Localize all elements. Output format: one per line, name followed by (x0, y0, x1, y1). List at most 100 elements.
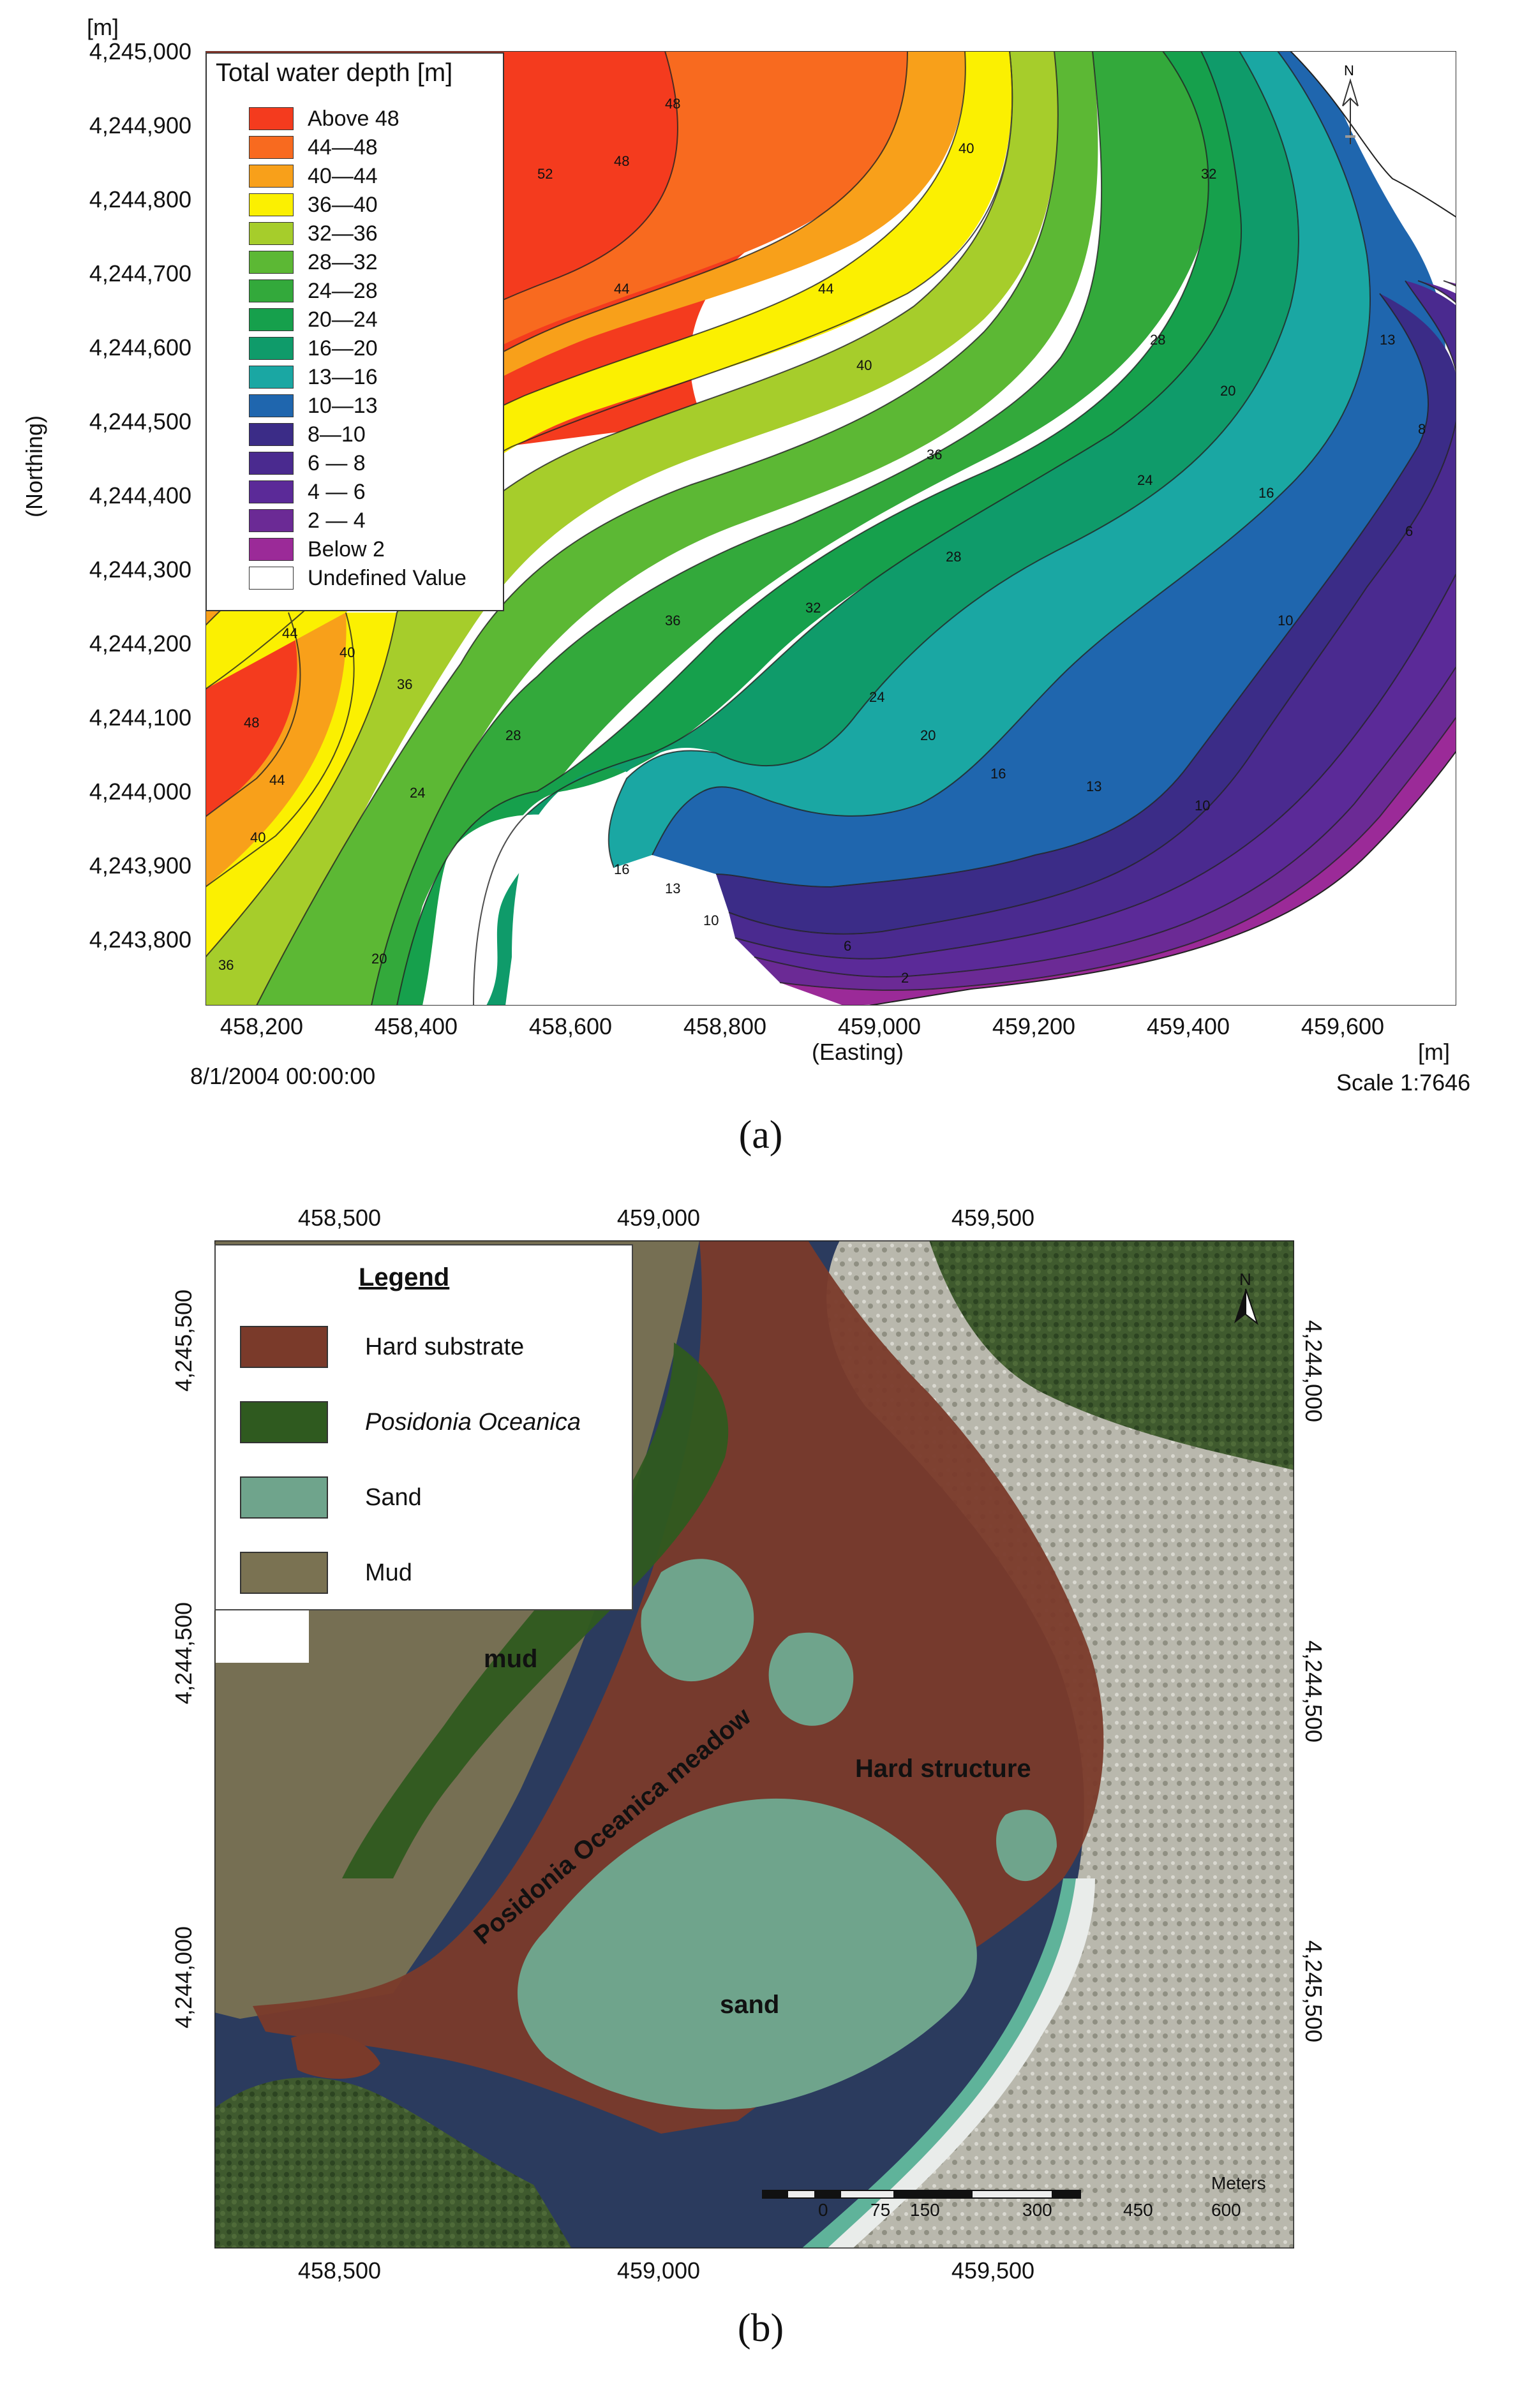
north-arrow-icon: N (1227, 1270, 1265, 1327)
contour-label: 6 (1405, 523, 1413, 539)
contour-label: 40 (856, 357, 872, 373)
scale-bar (762, 2190, 1081, 2199)
contour-label: 32 (1201, 166, 1216, 182)
legend-label: 6 — 8 (308, 451, 366, 475)
scale-tick-label: 0 (818, 2200, 828, 2220)
band-36-40-b (205, 613, 399, 957)
legend-swatch (249, 394, 294, 417)
legend-swatch (249, 193, 294, 216)
contour-label: 28 (1150, 332, 1165, 348)
band-28-32 (257, 51, 1098, 1006)
contour-label: 32 (805, 600, 821, 616)
left-tick-label: 4,244,000 (170, 1926, 197, 2029)
contour-label: 10 (703, 912, 719, 928)
legend-title: Legend (359, 1263, 450, 1291)
contour-label: 20 (920, 727, 936, 743)
contour-label: 16 (1258, 485, 1274, 501)
contour-label: 40 (250, 829, 265, 845)
scale-tick-label: 450 (1123, 2200, 1153, 2220)
contour-label: 48 (614, 153, 629, 169)
x-tick-label: 459,200 (992, 1013, 1076, 1039)
legend-swatch (240, 1401, 328, 1443)
legend-label: 4 — 6 (308, 480, 366, 504)
legend-label: 2 — 4 (308, 509, 366, 533)
x-axis-label: (Easting) (811, 1039, 904, 1065)
legend-swatch (249, 337, 294, 360)
band-13-16 (608, 51, 1370, 868)
legend-label: Sand (365, 1484, 422, 1511)
contour-label: 44 (614, 281, 629, 297)
legend-swatch (249, 107, 294, 130)
contour-label: 13 (1086, 778, 1101, 794)
contour-label: 13 (1380, 332, 1395, 348)
label-hard-structure: Hard structure (855, 1755, 1031, 1783)
y-tick-label: 4,244,700 (89, 260, 191, 286)
legend-label: 40—44 (308, 164, 378, 188)
x-tick-label: 458,200 (220, 1013, 304, 1039)
contour-label: 20 (371, 951, 387, 967)
scale-tick-label: 600 (1211, 2200, 1241, 2220)
right-tick-label: 4,244,500 (1301, 1640, 1327, 1743)
legend-label: 32—36 (308, 221, 378, 246)
legend-swatch (249, 136, 294, 159)
band-10-13 (652, 51, 1445, 887)
legend-label: 16—20 (308, 336, 378, 360)
legend-swatch (240, 1476, 328, 1519)
x-tick-label: 459,000 (837, 1013, 921, 1039)
y-tick-label: 4,244,500 (89, 408, 191, 435)
x-axis-unit: [m] (1418, 1039, 1450, 1065)
legend-blank-box (216, 1610, 309, 1663)
y-tick-label: 4,244,100 (89, 704, 191, 731)
left-tick-label: 4,245,500 (170, 1289, 197, 1392)
contour-label: 36 (397, 676, 412, 692)
y-tick-label: 4,245,000 (89, 38, 191, 64)
legend-swatch (240, 1326, 328, 1368)
contour-label: 24 (869, 689, 884, 705)
band-8-10 (716, 294, 1456, 934)
legend-swatch (249, 452, 294, 475)
north-arrow-icon: N (1339, 61, 1362, 151)
legend-label: Below 2 (308, 537, 385, 561)
y-tick-label: 4,244,900 (89, 112, 191, 138)
x-tick-label: 459,400 (1146, 1013, 1230, 1039)
contour-label: 28 (946, 549, 961, 565)
contour-label: 44 (818, 281, 833, 297)
top-tick-label: 459,000 (616, 1205, 701, 1231)
legend-swatch (249, 279, 294, 302)
top-tick-label: 458,500 (297, 1205, 382, 1231)
band-40-44 (205, 51, 966, 625)
contour-label: 44 (269, 772, 285, 788)
bottom-tick-label: 459,500 (951, 2257, 1035, 2284)
legend-swatch (249, 366, 294, 389)
legend-label: 28—32 (308, 250, 378, 274)
y-tick-label: 4,244,800 (89, 186, 191, 212)
contour-label: 48 (665, 96, 680, 112)
legend-label: Above 48 (308, 107, 399, 131)
scale-label: Scale 1:7646 (1336, 1069, 1471, 1096)
habitat-legend: Legend Hard substrate Posidonia Oceanica S… (214, 1244, 633, 1610)
label-sand: sand (720, 1991, 780, 2019)
depth-legend: Total water depth [m] Above 48 44—48 40—44… (205, 52, 504, 611)
legend-label: Hard substrate (365, 1334, 525, 1360)
contour-label: 16 (990, 766, 1006, 782)
contour-label: 36 (927, 447, 942, 463)
legend-swatch (240, 1552, 328, 1594)
y-axis-unit: [m] (87, 14, 119, 40)
contour-label: 52 (537, 166, 553, 182)
legend-label: 10—13 (308, 394, 378, 418)
y-tick-label: 4,244,400 (89, 482, 191, 509)
top-tick-label: 459,500 (951, 1205, 1035, 1231)
contour-label: 36 (218, 957, 234, 973)
y-tick-label: 4,244,000 (89, 778, 191, 805)
scale-tick-label: 75 (870, 2200, 891, 2220)
y-tick-label: 4,244,600 (89, 334, 191, 360)
svg-text:N: N (1344, 63, 1354, 78)
label-mud: mud (484, 1645, 538, 1673)
band-6-8 (729, 281, 1456, 959)
bottom-tick-label: 458,500 (297, 2257, 382, 2284)
legend-title: Total water depth [m] (216, 59, 453, 87)
contour-label: 10 (1195, 798, 1210, 814)
contour-label: 36 (665, 613, 680, 628)
y-axis-label: (Northing) (21, 415, 47, 518)
legend-label: Mud (365, 1559, 412, 1586)
